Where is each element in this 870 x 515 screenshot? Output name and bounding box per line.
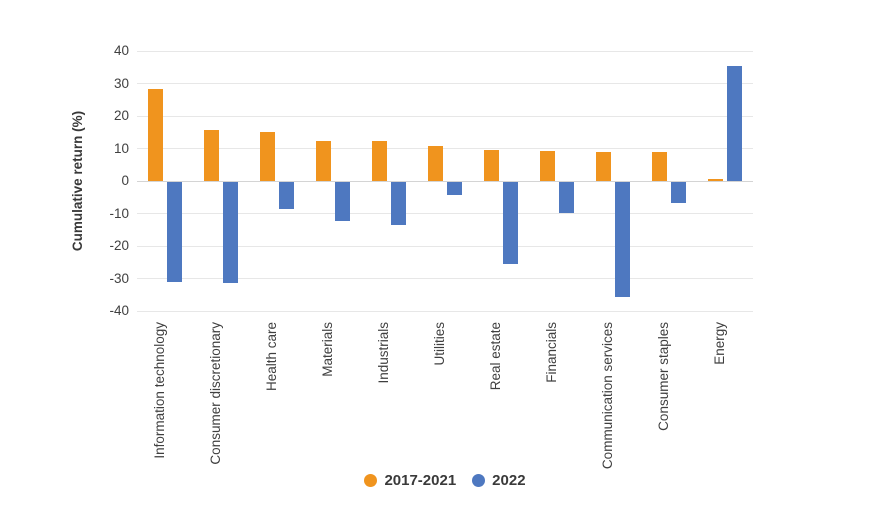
x-axis-label-financials: Financials [544, 322, 559, 383]
legend-item-2022: 2022 [472, 472, 526, 489]
bar-2022-health-care [279, 182, 294, 210]
bar-2017-2021-industrials [372, 141, 387, 181]
bar-2022-consumer-discretionary [223, 182, 238, 283]
gridline-y-10 [137, 148, 753, 149]
bar-2022-industrials [391, 182, 406, 225]
bar-2022-energy [727, 65, 742, 181]
plot-area [137, 50, 753, 312]
zero-axis-line [137, 180, 753, 182]
x-axis-label-information-technology: Information technology [152, 322, 167, 459]
y-tick-label--20: -20 [109, 238, 129, 253]
gridline-y-20 [137, 115, 753, 117]
y-tick-label-20: 20 [113, 108, 129, 123]
y-tick-label-0: 0 [121, 173, 129, 188]
bar-2022-utilities [447, 182, 462, 195]
bar-2017-2021-health-care [260, 131, 275, 181]
x-axis-label-real-estate: Real estate [488, 322, 503, 391]
bar-2022-materials [335, 182, 350, 221]
bar-2022-consumer-staples [671, 182, 686, 204]
y-tick-label-10: 10 [113, 140, 129, 156]
legend-label-2022: 2022 [492, 472, 526, 489]
bar-2017-2021-energy [708, 179, 723, 181]
legend-swatch-2017-2021 [364, 474, 378, 487]
legend: 2017-2021 2022 [137, 472, 753, 489]
bar-2017-2021-information-technology [148, 89, 163, 181]
bar-2017-2021-utilities [428, 146, 443, 181]
y-tick-label-40: 40 [113, 43, 129, 58]
x-axis-label-industrials: Industrials [376, 322, 391, 384]
x-axis-label-energy: Energy [712, 322, 727, 365]
bar-2022-real-estate [503, 182, 518, 264]
gridline-y--10 [137, 213, 753, 214]
y-tick-label--40: -40 [109, 303, 129, 318]
bar-2022-communication-services [615, 182, 630, 297]
x-axis-label-utilities: Utilities [432, 322, 447, 366]
gridline-y--20 [137, 245, 753, 247]
bar-2017-2021-materials [316, 140, 331, 181]
bar-2017-2021-consumer-staples [652, 152, 667, 181]
legend-label-2017-2021: 2017-2021 [384, 472, 457, 489]
y-tick-label--30: -30 [109, 270, 129, 286]
legend-item-2017-2021: 2017-2021 [364, 472, 456, 489]
y-tick-label-30: 30 [113, 75, 129, 91]
bar-2017-2021-real-estate [484, 150, 499, 181]
gridline-y-40 [137, 50, 753, 52]
legend-swatch-2022 [472, 474, 486, 487]
bar-2017-2021-consumer-discretionary [204, 129, 219, 181]
x-axis-label-health-care: Health care [264, 322, 279, 392]
bar-2017-2021-financials [540, 151, 555, 181]
bar-2017-2021-communication-services [596, 152, 611, 181]
x-axis-label-consumer-discretionary: Consumer discretionary [208, 322, 223, 465]
x-axis-label-communication-services: Communication services [600, 322, 615, 470]
x-axis-label-materials: Materials [320, 322, 335, 377]
x-axis-label-consumer-staples: Consumer staples [656, 322, 671, 431]
bar-2022-information-technology [167, 182, 182, 282]
gridline-y-30 [137, 83, 753, 84]
gridline-y--40 [137, 310, 753, 312]
bar-2022-financials [559, 182, 574, 214]
gridline-y--30 [137, 278, 753, 279]
y-tick-label--10: -10 [109, 205, 129, 221]
